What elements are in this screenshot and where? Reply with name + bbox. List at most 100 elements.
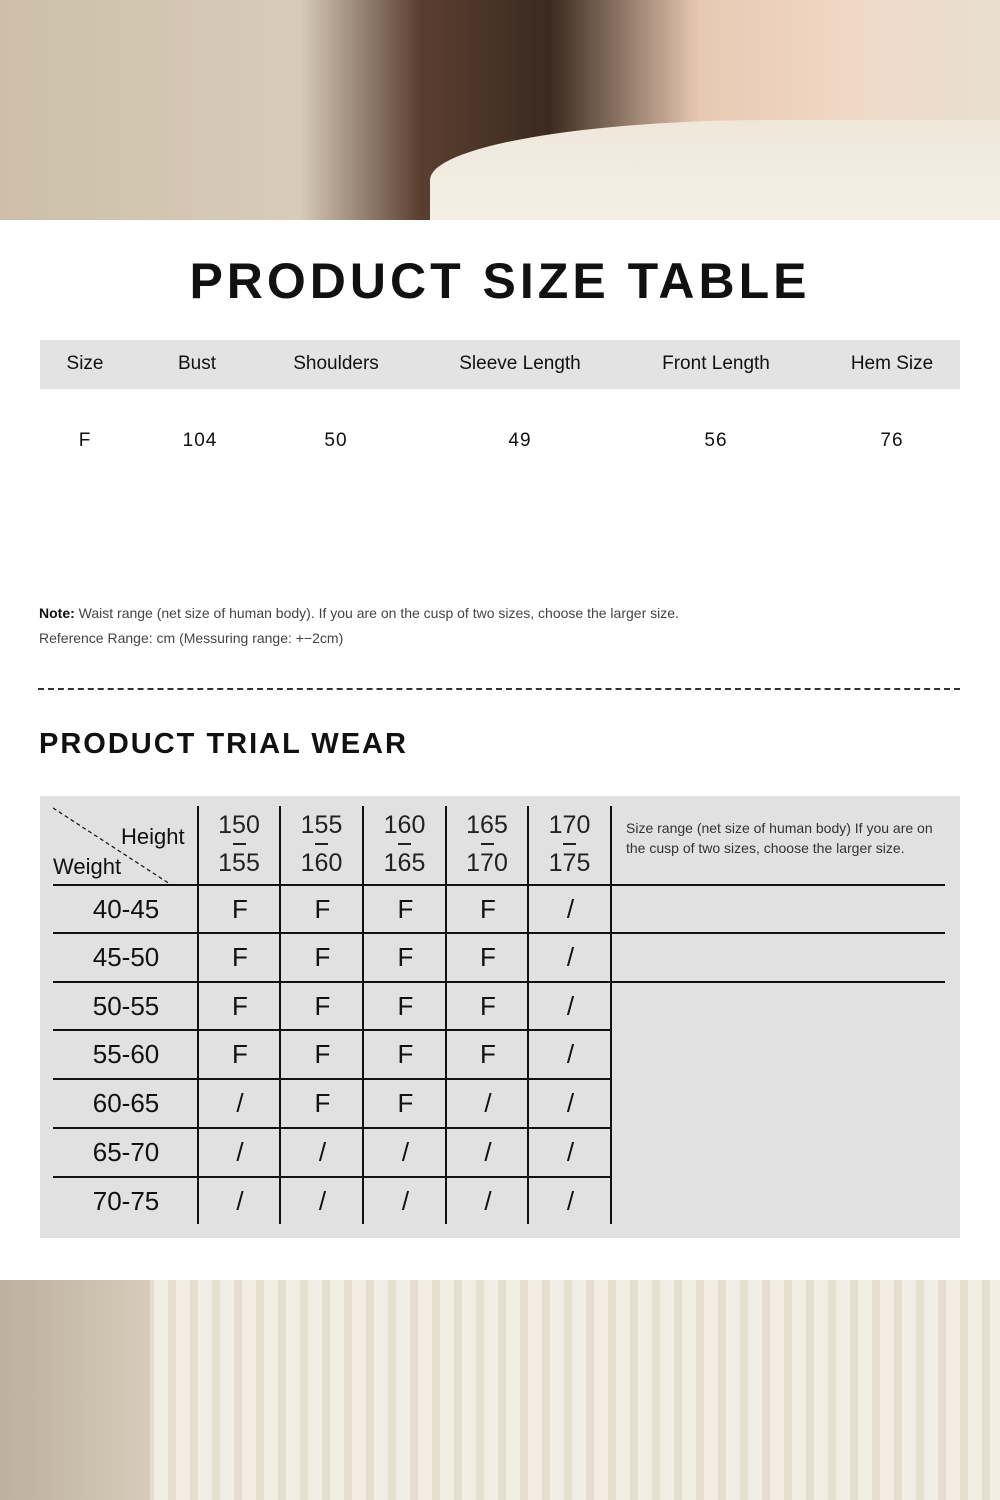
height-range-start: 155 xyxy=(300,811,343,839)
size-fit-cell: / xyxy=(566,894,575,924)
weight-range-label: 70-75 xyxy=(92,1186,160,1216)
size-fit-cell: / xyxy=(484,1137,492,1167)
height-range-start: 165 xyxy=(466,811,508,839)
height-range-start: 150 xyxy=(218,811,260,839)
row-line xyxy=(53,1029,610,1031)
column-line xyxy=(197,806,199,1224)
size-fit-cell: / xyxy=(566,1088,575,1118)
size-fit-cell: / xyxy=(566,1137,575,1167)
size-fit-cell: F xyxy=(480,991,496,1021)
height-range-dash xyxy=(563,843,576,845)
size-fit-cell: F xyxy=(232,991,248,1021)
size-fit-cell: F xyxy=(480,894,496,924)
size-header-cell: Hem Size xyxy=(850,353,934,374)
size-fit-cell: / xyxy=(566,1039,575,1069)
row-line xyxy=(53,1078,610,1080)
size-fit-cell: / xyxy=(566,1186,575,1216)
height-range-dash xyxy=(480,843,494,845)
row-line xyxy=(53,932,945,934)
size-fit-cell: F xyxy=(314,1088,331,1118)
size-fit-cell: / xyxy=(236,1088,244,1118)
column-line xyxy=(445,806,447,1224)
size-fit-cell: F xyxy=(397,894,414,924)
background-blur xyxy=(0,1280,150,1500)
size-fit-cell: / xyxy=(566,991,575,1021)
size-fit-cell: F xyxy=(397,991,414,1021)
height-range-end: 155 xyxy=(218,849,260,877)
size-fit-cell: / xyxy=(236,1137,244,1167)
size-value-cell: 50 xyxy=(324,430,348,451)
trial-side-note: Size range (net size of human body) If y… xyxy=(626,820,933,856)
weight-range-label: 40-45 xyxy=(92,894,160,924)
corner-weight-label: Weight xyxy=(53,854,122,879)
trial-wear-table xyxy=(40,796,960,1238)
size-value-cell: 56 xyxy=(704,430,728,451)
row-line xyxy=(53,1127,610,1129)
height-range-start: 160 xyxy=(383,811,426,839)
size-header-cell: Size xyxy=(66,353,104,374)
size-fit-cell: / xyxy=(484,1186,492,1216)
size-header-cell: Shoulders xyxy=(293,353,379,374)
size-fit-cell: F xyxy=(397,1039,414,1069)
size-fit-cell: / xyxy=(401,1137,410,1167)
size-fit-cell: F xyxy=(480,942,496,972)
size-fit-cell: / xyxy=(236,1186,244,1216)
dashed-divider xyxy=(38,688,960,690)
size-fit-cell: / xyxy=(318,1186,327,1216)
size-fit-cell: F xyxy=(232,942,248,972)
size-value-cell: 104 xyxy=(182,430,218,451)
size-header-cell: Bust xyxy=(177,353,217,374)
size-note: Note: Waist range (net size of human bod… xyxy=(39,605,679,621)
reference-range: Reference Range: cm (Messuring range: +−… xyxy=(39,630,344,646)
size-fit-cell: / xyxy=(566,942,575,972)
size-fit-cell: F xyxy=(314,894,331,924)
weight-range-label: 60-65 xyxy=(92,1088,160,1118)
height-range-header: 170 175 xyxy=(530,811,610,877)
size-fit-cell: / xyxy=(484,1088,492,1118)
note-text: Waist range (net size of human body). If… xyxy=(74,605,679,621)
size-value-cell: 76 xyxy=(880,430,904,451)
height-range-header: 150 155 xyxy=(199,811,279,877)
size-fit-cell: F xyxy=(397,942,414,972)
column-line xyxy=(527,806,529,1224)
size-fit-cell: F xyxy=(314,991,331,1021)
height-range-header: 165 170 xyxy=(447,811,527,877)
size-fit-cell: F xyxy=(314,942,331,972)
corner-height-label: Height xyxy=(121,824,185,849)
height-range-end: 175 xyxy=(548,849,591,877)
sweater-collar xyxy=(430,120,1000,220)
weight-range-label: 55-60 xyxy=(92,1039,160,1069)
height-range-dash xyxy=(398,843,411,845)
size-table-header-bar xyxy=(40,340,960,389)
row-line xyxy=(53,981,945,983)
corner-diagonal xyxy=(53,807,171,885)
size-fit-cell: F xyxy=(397,1088,414,1118)
height-range-end: 165 xyxy=(383,849,426,877)
column-line xyxy=(279,806,281,1224)
size-fit-cell: / xyxy=(318,1137,327,1167)
height-range-header: 155 160 xyxy=(282,811,362,877)
height-range-start: 170 xyxy=(548,811,591,839)
size-fit-cell: F xyxy=(232,1039,248,1069)
size-fit-cell: F xyxy=(232,894,248,924)
height-range-dash xyxy=(315,843,328,845)
size-fit-cell: F xyxy=(480,1039,496,1069)
weight-range-label: 45-50 xyxy=(92,942,160,972)
size-header-cell: Sleeve Length xyxy=(459,353,581,374)
size-value-cell: 49 xyxy=(508,430,532,451)
height-range-dash xyxy=(232,843,246,845)
height-range-end: 170 xyxy=(466,849,508,877)
size-table-title: PRODUCT SIZE TABLE xyxy=(189,253,811,309)
height-range-header: 160 165 xyxy=(365,811,445,877)
column-line xyxy=(610,806,612,1224)
note-label: Note: xyxy=(39,605,75,621)
row-line xyxy=(53,884,945,886)
size-header-cell: Front Length xyxy=(662,353,770,374)
weight-range-label: 50-55 xyxy=(92,991,160,1021)
size-fit-cell: F xyxy=(314,1039,331,1069)
column-line xyxy=(362,806,364,1224)
row-line xyxy=(53,1176,610,1178)
trial-wear-title: PRODUCT TRIAL WEAR xyxy=(39,728,408,760)
weight-range-label: 65-70 xyxy=(92,1137,160,1167)
height-range-end: 160 xyxy=(300,849,343,877)
